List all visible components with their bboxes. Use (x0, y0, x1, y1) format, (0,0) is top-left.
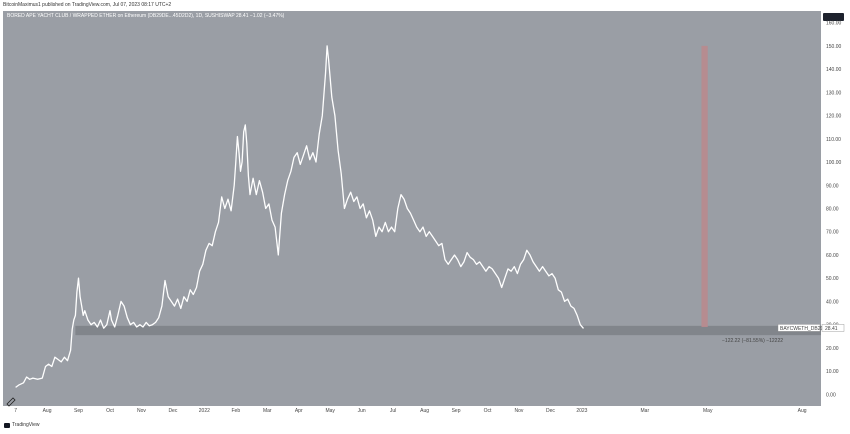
y-tick-label: 110.00 (826, 137, 841, 143)
x-tick-label: Mar (263, 408, 272, 414)
y-tick-label: 10.00 (826, 369, 839, 375)
x-tick-label: Nov (137, 408, 146, 414)
x-axis-ticks: 7 Aug Sep Oct Nov Dec 2022 Feb Mar Apr May Jun Jul Au… (14, 408, 807, 414)
y-tick-label: 90.00 (826, 183, 839, 189)
x-tick-label: Aug (43, 408, 52, 414)
draw-tool-icon[interactable] (6, 397, 16, 407)
y-tick-label: 120.00 (826, 114, 842, 120)
x-tick-label: Mar (641, 408, 650, 414)
price-line (15, 45, 584, 388)
price-tag-value: 28.41 (825, 326, 838, 332)
x-tick-label: May (325, 408, 335, 414)
x-tick-label: Dec (168, 408, 177, 414)
x-tick-label: Aug (798, 408, 807, 414)
x-tick-label: 7 (14, 408, 17, 414)
highlight-band (701, 45, 708, 328)
x-tick-label: May (703, 408, 713, 414)
x-tick-label: Feb (232, 408, 241, 414)
x-tick-label: Dec (546, 408, 555, 414)
y-tick-label: 160.00 (826, 21, 842, 27)
price-tag-name: BAYCWETH_DB29DE (780, 326, 831, 332)
y-tick-label: 70.00 (826, 230, 839, 236)
y-tick-label: 130.00 (826, 90, 842, 96)
y-tick-label: 100.00 (826, 160, 842, 166)
price-tag-value-box (821, 324, 845, 332)
y-tick-label: 50.00 (826, 276, 839, 282)
x-tick-label: Apr (295, 408, 303, 414)
y-tick-label: 150.00 (826, 44, 842, 50)
x-tick-label: Sep (452, 408, 461, 414)
x-tick-label: Oct (484, 408, 492, 414)
y-tick-label: 20.00 (826, 346, 839, 352)
x-tick-label: 2023 (576, 408, 587, 414)
published-caption: BitcoinMaximus1 published on TradingView… (3, 2, 172, 8)
tradingview-icon (4, 422, 10, 428)
chart-title: BORED APE YACHT CLUB / WRAPPED ETHER on … (7, 13, 285, 19)
plot-area[interactable] (3, 11, 821, 406)
x-tick-label: Oct (106, 408, 114, 414)
y-axis-ticks: 0.0010.0020.0030.0040.0050.0060.0070.008… (826, 21, 842, 399)
x-tick-label: Nov (515, 408, 524, 414)
x-tick-label: Jun (358, 408, 366, 414)
x-tick-label: Aug (420, 408, 429, 414)
footer-bar (0, 420, 850, 434)
brand-label: TradingView (12, 422, 40, 428)
y-tick-label: 140.00 (826, 67, 842, 73)
y-tick-label: 40.00 (826, 299, 839, 305)
measure-label: −122.22 (−81.55%) −12222 (722, 338, 783, 344)
y-tick-label: 60.00 (826, 253, 839, 259)
y-tick-label: 0.00 (826, 392, 836, 398)
price-axis[interactable] (821, 11, 847, 406)
axis-settings-button[interactable] (823, 13, 844, 21)
support-zone (75, 325, 821, 336)
tradingview-logo: TradingView (4, 422, 40, 428)
y-tick-label: 80.00 (826, 207, 839, 213)
x-tick-label: 2022 (199, 408, 210, 414)
x-tick-label: Jul (390, 408, 396, 414)
x-tick-label: Sep (74, 408, 83, 414)
price-tag-name-box (777, 324, 821, 332)
